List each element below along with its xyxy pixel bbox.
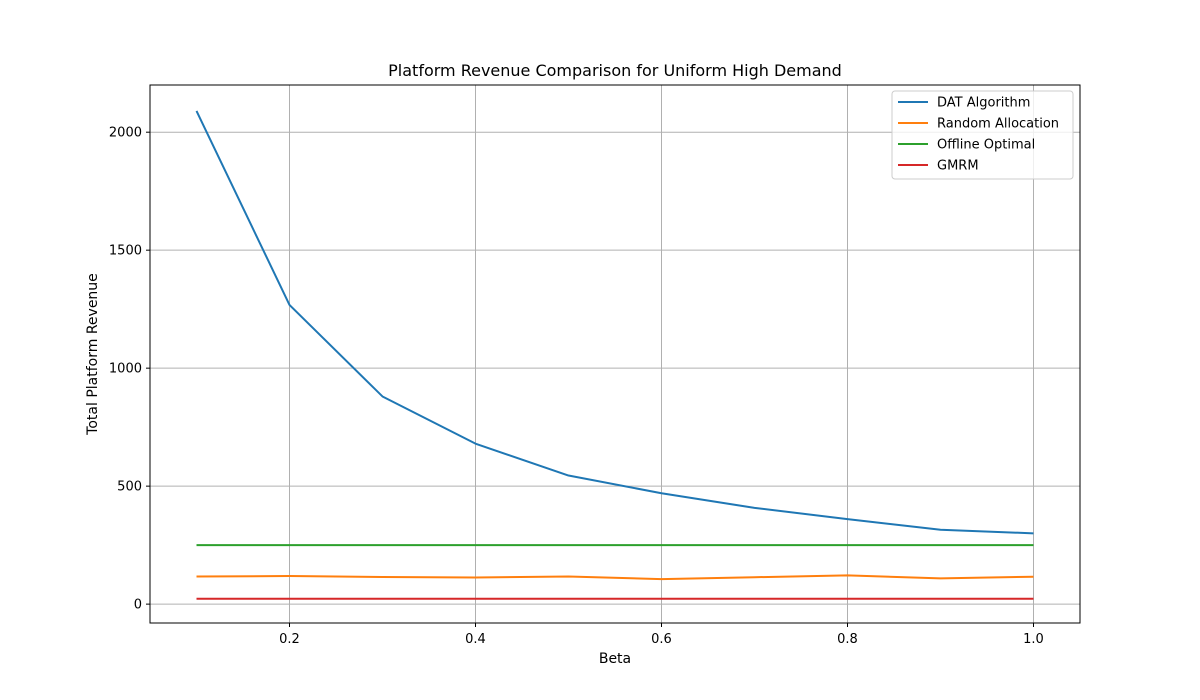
legend: DAT Algorithm Random Allocation Offline Op… [891, 90, 1074, 180]
y-tick-label: 0 [134, 598, 142, 613]
x-tick-label: 1.0 [1023, 632, 1044, 647]
y-tick-label: 1000 [109, 362, 142, 377]
chart-title: Platform Revenue Comparison for Uniform … [388, 61, 842, 80]
tick-layer: 0.2 0.4 0.6 0.8 1.0 0 500 1000 1500 2000 [109, 126, 1044, 647]
y-axis-label: Total Platform Revenue [85, 273, 101, 436]
x-tick-label: 0.8 [837, 632, 858, 647]
legend-label: DAT Algorithm [937, 96, 1030, 111]
x-axis-label: Beta [599, 651, 631, 667]
plot-frame [149, 84, 1081, 624]
x-tick-label: 0.6 [651, 632, 672, 647]
series-line-random-allocation [196, 574, 1034, 581]
y-tick-label: 500 [117, 480, 142, 495]
x-tick-label: 0.4 [465, 632, 486, 647]
series-line-dat-algorithm [195, 110, 1034, 535]
y-tick-label: 1500 [109, 244, 142, 259]
y-tick-label: 2000 [109, 126, 142, 141]
legend-label: GMRM [937, 159, 979, 174]
series-layer [195, 110, 1034, 600]
legend-box [891, 90, 1074, 180]
legend-label: Offline Optimal [937, 138, 1035, 153]
x-tick-label: 0.2 [279, 632, 300, 647]
legend-label: Random Allocation [937, 117, 1059, 132]
